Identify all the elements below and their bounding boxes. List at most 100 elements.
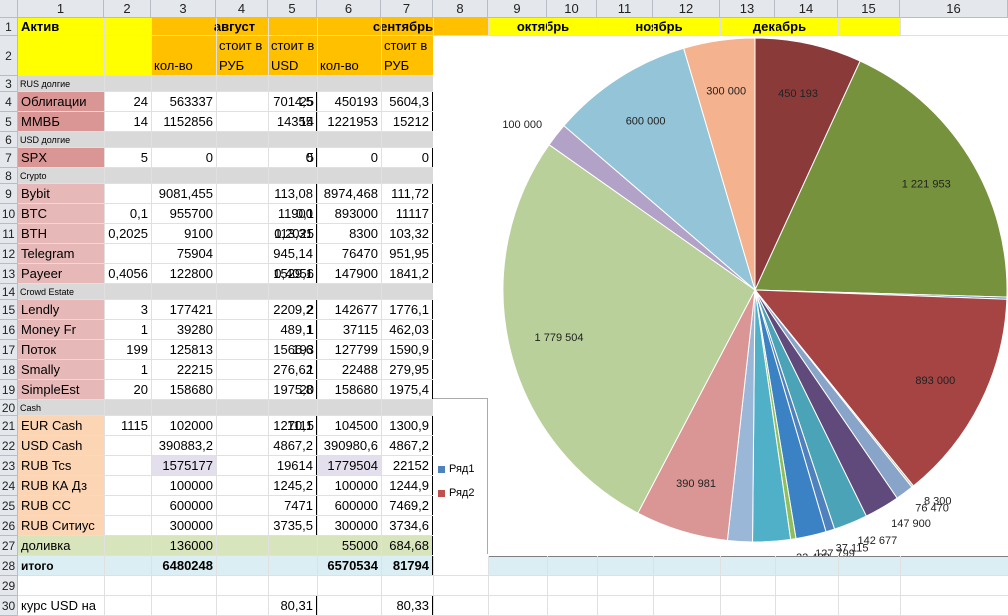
rub-cell-august[interactable]: 9100 [184, 226, 213, 241]
qty-cell-august[interactable]: 5 [140, 150, 148, 165]
rub-cell-august[interactable]: 390883,2 [158, 438, 213, 453]
rub-cell-august[interactable]: 1575177 [151, 456, 216, 476]
row-header-28[interactable]: 28 [0, 556, 18, 576]
column-header-16[interactable]: 16 [900, 0, 1008, 18]
rub-cell-august[interactable]: 158680 [169, 382, 213, 397]
rub-cell-august[interactable]: 563337 [169, 94, 213, 109]
qty-cell-august[interactable] [104, 456, 151, 476]
usd-cell-august[interactable]: 1529,1 [216, 264, 317, 284]
usd-cell-september[interactable]: 22152 [381, 456, 433, 476]
rub-cell-august[interactable]: 102000 [169, 418, 213, 433]
rub-cell-september[interactable]: 8300 [349, 226, 378, 241]
usd-cell-september[interactable]: 4867,2 [381, 436, 433, 456]
usd-cell-august[interactable]: 2209,2 [216, 300, 317, 320]
usd-cell-august[interactable]: 1566,6 [216, 340, 317, 360]
column-header-14[interactable]: 14 [775, 0, 838, 18]
usd-cell-september[interactable]: 15212 [381, 112, 433, 132]
column-header-2[interactable]: 2 [104, 0, 151, 18]
usd-cell-september[interactable]: 11117 [381, 204, 433, 224]
column-header-3[interactable]: 3 [151, 0, 216, 18]
usd-cell-september[interactable]: 684,68 [381, 536, 433, 556]
column-header-10[interactable]: 10 [547, 0, 597, 18]
header-row2-asset[interactable] [18, 36, 104, 76]
rub-cell-september[interactable]: 55000 [317, 536, 381, 556]
row-header-4[interactable]: 4 [0, 92, 18, 112]
row-label[interactable]: Поток [18, 340, 104, 360]
qty-cell-september[interactable]: 20 [299, 382, 314, 397]
header-cost-rub-col3[interactable]: стоит в РУБ [216, 36, 268, 76]
usd-cell-august[interactable]: 1270,1 [216, 416, 317, 436]
row-header-3[interactable]: 3 [0, 76, 18, 92]
qty-cell-august[interactable] [104, 496, 151, 516]
usd-cell-september[interactable]: 7469,2 [381, 496, 433, 516]
qty-cell-august[interactable]: 0,1 [129, 206, 148, 221]
qty-cell-august[interactable] [104, 516, 151, 536]
rub-cell-september[interactable]: 100000 [334, 478, 378, 493]
row-header-7[interactable]: 7 [0, 148, 18, 168]
rub-cell-september[interactable]: 600000 [334, 498, 378, 513]
qty-cell-august[interactable]: 0,4056 [108, 266, 148, 281]
qty-cell-august[interactable] [104, 436, 151, 456]
row-header-22[interactable]: 22 [0, 436, 18, 456]
rub-cell-september[interactable]: 22488 [341, 362, 378, 377]
usd-cell-august[interactable]: 7014,5 [216, 92, 317, 112]
row-header-14[interactable]: 14 [0, 284, 18, 300]
section-header[interactable]: Crypto [18, 168, 488, 184]
qty-cell-september[interactable] [268, 516, 317, 536]
qty-cell-september[interactable] [268, 556, 317, 576]
rub-cell-september[interactable]: 0 [370, 150, 378, 165]
row-label[interactable]: RUB Tcs [18, 456, 104, 476]
qty-cell-september[interactable]: 0,4056 [274, 266, 314, 281]
section-header[interactable]: USD долгие [18, 132, 488, 148]
row-label[interactable]: USD Cash [18, 436, 104, 456]
column-header-5[interactable]: 5 [268, 0, 317, 18]
qty-cell-september[interactable] [268, 436, 317, 456]
column-header-8[interactable]: 8 [433, 0, 488, 18]
qty-cell-september[interactable]: 2 [306, 302, 314, 317]
qty-cell-september[interactable] [268, 536, 317, 556]
qty-cell-august[interactable]: 199 [126, 342, 148, 357]
pie-slice[interactable] [563, 47, 756, 292]
row-header-23[interactable]: 23 [0, 456, 18, 476]
row-label[interactable]: RUB CC [18, 496, 104, 516]
usd-cell-september[interactable]: 5604,3 [381, 92, 433, 112]
qty-cell-september[interactable]: 193 [292, 342, 314, 357]
row-header-9[interactable]: 9 [0, 184, 18, 204]
usd-cell-september[interactable]: 279,95 [381, 360, 433, 380]
row-label[interactable]: BTC [18, 204, 104, 224]
row-header-29[interactable]: 29 [0, 576, 18, 596]
usd-cell-august[interactable]: 80,31 [216, 596, 317, 616]
header-month-october[interactable]: октябрь [488, 18, 597, 36]
qty-cell-september[interactable]: 25 [299, 94, 314, 109]
pie-slice[interactable] [754, 37, 861, 291]
row-label[interactable]: EUR Cash [18, 416, 104, 436]
row-header-25[interactable]: 25 [0, 496, 18, 516]
rub-cell-september[interactable]: 1221953 [327, 114, 378, 129]
rub-cell-august[interactable]: 955700 [169, 206, 213, 221]
qty-cell-september[interactable]: 5 [306, 150, 314, 165]
column-header-12[interactable]: 12 [653, 0, 720, 18]
rub-cell-september[interactable] [317, 596, 381, 616]
rub-cell-august[interactable]: 22215 [176, 362, 213, 377]
header-cell-2[interactable] [104, 18, 151, 36]
usd-cell-september[interactable]: 1841,2 [381, 264, 433, 284]
qty-cell-september[interactable] [268, 184, 317, 204]
usd-cell-september[interactable]: 3734,6 [381, 516, 433, 536]
row-header-12[interactable]: 12 [0, 244, 18, 264]
header-qty-col5[interactable]: кол-во [317, 36, 381, 76]
row-header-10[interactable]: 10 [0, 204, 18, 224]
usd-cell-august[interactable]: 276,62 [216, 360, 317, 380]
column-header-15[interactable]: 15 [838, 0, 900, 18]
rub-cell-august[interactable]: 100000 [169, 478, 213, 493]
row-label[interactable]: курс USD на [18, 596, 104, 616]
usd-cell-september[interactable]: 1300,9 [381, 416, 433, 436]
rub-cell-august[interactable]: 9081,455 [158, 186, 213, 201]
usd-cell-august[interactable]: 0 [216, 148, 317, 168]
usd-cell-august[interactable]: 3735,5 [216, 516, 317, 536]
header-row2-col2[interactable] [104, 36, 151, 76]
qty-cell-august[interactable] [104, 596, 151, 616]
header-month-september[interactable]: сентябрь [317, 18, 488, 36]
usd-cell-august[interactable]: 113,08 [216, 184, 317, 204]
column-header-1[interactable]: 1 [18, 0, 104, 18]
rub-cell-september[interactable]: 450193 [334, 94, 378, 109]
